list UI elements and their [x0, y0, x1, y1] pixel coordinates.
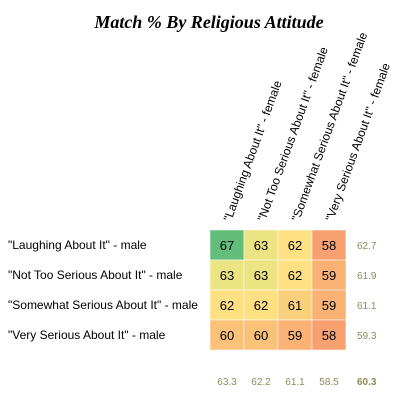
heatmap-cell: [311, 319, 347, 351]
heatmap-cell: [311, 289, 347, 321]
cell-value-label: 61: [288, 298, 302, 313]
column-average-label: 61.1: [285, 377, 305, 388]
cell-value-label: 58: [322, 238, 336, 253]
heatmap-cells: 67 63 62 58 63 63 62 59 62 62 61 59 60 60 59 58: [209, 229, 347, 351]
column-averages: 63.3 62.2 61.1 58.5 60.3: [217, 377, 377, 388]
heatmap-cell: [311, 259, 347, 291]
column-labels: "Laughing About It" - female"Not Too Ser…: [221, 30, 393, 223]
cell-value-label: 62: [220, 298, 234, 313]
heatmap-cell: [243, 319, 279, 351]
row-label: "Somewhat Serious About It" - male: [8, 298, 198, 312]
heatmap-cell: [209, 259, 245, 291]
row-averages: 62.7 61.9 61.1 59.3: [357, 241, 377, 342]
row-average-label: 59.3: [357, 331, 377, 342]
row-label: "Not Too Serious About It" - male: [8, 268, 183, 282]
row-average-label: 61.1: [357, 301, 377, 312]
row-label: "Laughing About It" - male: [8, 238, 147, 252]
heatmap-cell: [277, 289, 313, 321]
heatmap-cell: [209, 319, 245, 351]
cell-value-label: 63: [220, 268, 234, 283]
cell-value-label: 62: [254, 298, 268, 313]
column-average-label: 58.5: [319, 377, 339, 388]
cell-value-label: 63: [254, 238, 268, 253]
cell-value-label: 62: [288, 238, 302, 253]
chart-title: Match % By Religious Attitude: [94, 12, 324, 32]
column-label: "Very Serious About It" - female: [323, 61, 393, 223]
cell-value-label: 59: [322, 298, 336, 313]
cell-value-label: 59: [288, 328, 302, 343]
row-labels: "Laughing About It" - male "Not Too Serio…: [8, 238, 198, 342]
row-average-label: 62.7: [357, 241, 377, 252]
cell-value-label: 60: [220, 328, 234, 343]
heatmap-cell: [243, 289, 279, 321]
cell-value-label: 60: [254, 328, 268, 343]
column-average-label: 62.2: [251, 377, 271, 388]
heatmap-cell: [311, 229, 347, 261]
row-average-label: 61.9: [357, 271, 377, 282]
cell-value-label: 63: [254, 268, 268, 283]
heatmap-cell: [209, 289, 245, 321]
cell-value-label: 62: [288, 268, 302, 283]
row-label: "Very Serious About It" - male: [8, 328, 166, 342]
cell-value-label: 58: [322, 328, 336, 343]
heatmap-cell: [277, 319, 313, 351]
column-average-label: 63.3: [217, 377, 237, 388]
overall-average-label: 60.3: [357, 377, 377, 388]
heatmap-cell: [209, 229, 245, 261]
cell-value-label: 59: [322, 268, 336, 283]
cell-value-label: 67: [220, 238, 234, 253]
heatmap-cell: [243, 229, 279, 261]
